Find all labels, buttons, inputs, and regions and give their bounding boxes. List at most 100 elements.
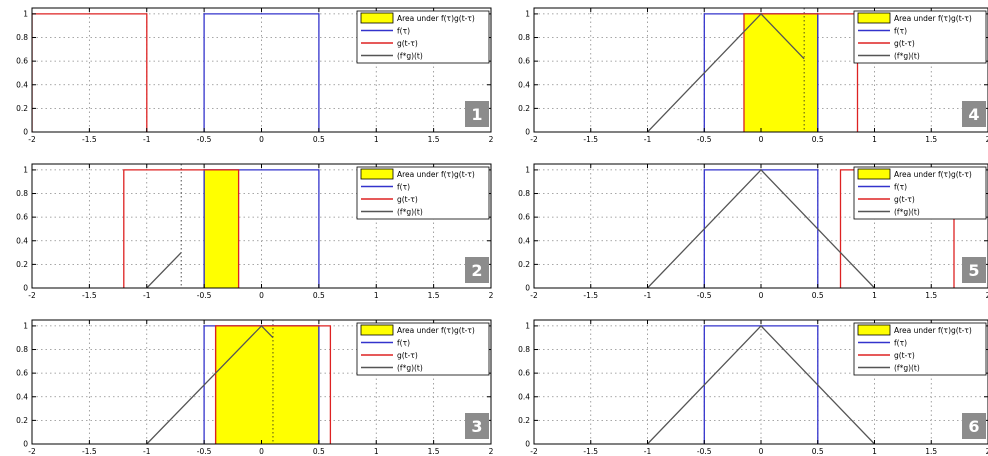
x-tick-label: -1.5 [583,135,598,144]
y-tick-label: 0.4 [16,392,28,401]
x-tick-label: 1 [872,135,877,144]
y-tick-label: 0.2 [518,104,530,113]
panel-number-label: 1 [471,105,482,124]
y-tick-label: 0.6 [518,213,530,222]
legend-label: Area under f(τ)g(t-τ) [894,14,972,23]
series-line-conv [647,324,875,444]
legend-label: g(t-τ) [894,351,915,360]
x-tick-label: -1 [644,135,652,144]
y-tick-label: 1 [525,9,530,18]
y-tick-label: 0.4 [16,80,28,89]
x-tick-label: 2 [489,447,494,456]
panel-number-badge [465,101,489,127]
y-tick-label: 1 [525,165,530,174]
x-tick-label: -1.5 [583,447,598,456]
x-tick-label: -0.5 [697,291,712,300]
y-tick-label: 0 [525,128,530,137]
series-line-g [123,169,240,288]
panel-number-label: 3 [471,417,482,436]
y-tick-label: 0.8 [518,33,530,42]
x-tick-label: 1.5 [428,447,440,456]
legend-label: f(τ) [397,27,410,36]
legend-label: Area under f(τ)g(t-τ) [397,14,475,23]
legend-label: g(t-τ) [894,39,915,48]
x-tick-label: 0 [259,447,264,456]
x-tick-label: 1 [374,447,379,456]
x-tick-label: -1.5 [82,447,97,456]
panel-number-badge [962,101,986,127]
x-tick-label: -1.5 [583,291,598,300]
y-tick-label: 0 [525,440,530,449]
y-tick-label: 0.2 [16,416,28,425]
y-tick-label: 0.6 [16,57,28,66]
y-tick-label: 0 [23,284,28,293]
chart-panel-2: -2 -1.5 -1 -0.5 0 0.5 1 1.5 2 0 0.2 0.4 0.6 0.8 1 Area … [16,163,494,300]
panel-number-label: 6 [968,417,979,436]
x-tick-label: 1 [374,135,379,144]
x-tick-label: -0.5 [197,135,212,144]
x-tick-label: 2 [489,135,494,144]
legend-label: (f*g)(t) [894,52,920,61]
legend-label: (f*g)(t) [397,208,423,217]
x-tick-label: 1 [374,291,379,300]
x-tick-label: 0 [759,291,764,300]
legend-label: Area under f(τ)g(t-τ) [397,170,475,179]
y-tick-label: 0.4 [518,392,530,401]
plot-content [647,324,875,444]
series-line-g [32,13,148,132]
y-tick-label: 0.4 [16,236,28,245]
legend-swatch-area [360,12,394,24]
legend-swatch-area [360,324,394,336]
panel-number-badge [465,257,489,283]
x-tick-label: 0.5 [812,291,824,300]
x-tick-label: -1 [143,291,151,300]
y-tick-label: 1 [23,321,28,330]
x-tick-label: 0.5 [812,447,824,456]
chart-panel-5: -2 -1.5 -1 -0.5 0 0.5 1 1.5 2 0 0.2 0.4 0.6 0.8 1 Area … [518,163,988,300]
legend-label: f(τ) [894,183,907,192]
x-tick-label: 0 [259,135,264,144]
chart-panel-4: -2 -1.5 -1 -0.5 0 0.5 1 1.5 2 0 0.2 0.4 0.6 0.8 1 Area … [518,7,988,144]
y-tick-label: 0 [525,284,530,293]
legend-label: Area under f(τ)g(t-τ) [397,326,475,335]
y-tick-label: 0.8 [16,189,28,198]
legend-label: (f*g)(t) [397,364,423,373]
legend-label: g(t-τ) [397,351,418,360]
legend-label: g(t-τ) [397,39,418,48]
x-tick-label: -2 [530,447,538,456]
x-tick-label: 2 [489,291,494,300]
y-tick-label: 0.6 [518,57,530,66]
x-tick-label: -1 [644,447,652,456]
legend: Area under f(τ)g(t-τ) f(τ) g(t-τ) (f*g)(t) [853,166,987,220]
plot-content [647,8,859,132]
x-tick-label: -2 [530,291,538,300]
y-tick-label: 0.8 [518,189,530,198]
legend: Area under f(τ)g(t-τ) f(τ) g(t-τ) (f*g)(t) [356,322,490,376]
panel-number-badge [962,413,986,439]
y-tick-label: 0.2 [16,260,28,269]
plot-content [32,13,320,132]
x-tick-label: 1 [872,447,877,456]
overlap-area [743,13,819,132]
legend-swatch-area [360,168,394,180]
x-tick-label: -0.5 [197,447,212,456]
legend-label: g(t-τ) [894,195,915,204]
y-tick-label: 1 [23,9,28,18]
panel-number-badge [962,257,986,283]
x-tick-label: 2 [986,291,988,300]
series-line-conv [146,252,182,288]
legend-swatch-area [857,12,891,24]
legend-swatch-area [857,168,891,180]
y-tick-label: 0.8 [16,33,28,42]
legend-label: (f*g)(t) [397,52,423,61]
x-tick-label: 1.5 [428,135,440,144]
series-line-conv [146,324,274,444]
x-tick-label: -1.5 [82,135,97,144]
x-tick-label: 1 [872,291,877,300]
x-tick-label: -1 [143,135,151,144]
legend-label: f(τ) [397,339,410,348]
series-line-conv [647,168,875,288]
x-tick-label: -2 [28,291,36,300]
x-tick-label: 0.5 [313,135,325,144]
y-tick-label: 0.2 [518,416,530,425]
